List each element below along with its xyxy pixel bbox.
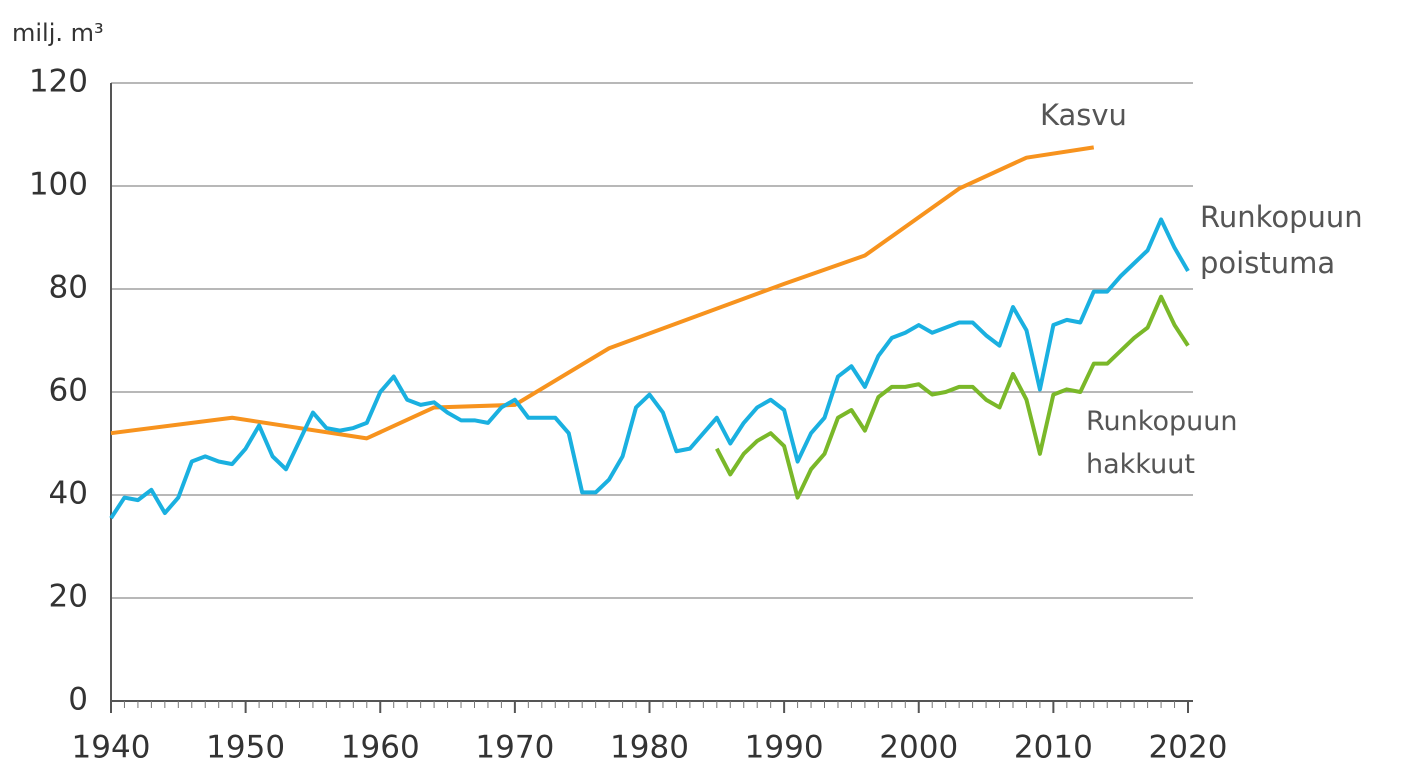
- series-line: [109, 217, 1190, 520]
- y-tick-label: 80: [49, 270, 88, 306]
- x-tick-label: 1970: [475, 730, 554, 766]
- series-line: [715, 294, 1190, 500]
- y-tick-label: 120: [29, 64, 88, 100]
- x-tick-label: 1950: [206, 730, 285, 766]
- x-tick-label: 1990: [745, 730, 824, 766]
- y-tick-label: 20: [49, 579, 88, 615]
- x-tick-label: 2000: [879, 730, 958, 766]
- x-tick-label: 2020: [1149, 730, 1228, 766]
- y-tick-label: 60: [49, 373, 88, 409]
- series-line: [110, 145, 1095, 441]
- y-tick-label: 0: [68, 682, 88, 718]
- x-tick-label: 1980: [610, 730, 689, 766]
- y-axis-label: milj. m³: [12, 19, 104, 47]
- series-label: Runkopuun hakkuut: [1086, 406, 1238, 481]
- x-tick-label: 1940: [72, 730, 151, 766]
- x-tick-label: 1960: [341, 730, 420, 766]
- x-tick-label: 2010: [1014, 730, 1093, 766]
- y-tick-label: 40: [49, 476, 88, 512]
- series-label: Kasvu: [1040, 98, 1127, 132]
- series-label: Runkopuun poistuma: [1200, 200, 1363, 281]
- y-tick-label: 100: [29, 167, 88, 203]
